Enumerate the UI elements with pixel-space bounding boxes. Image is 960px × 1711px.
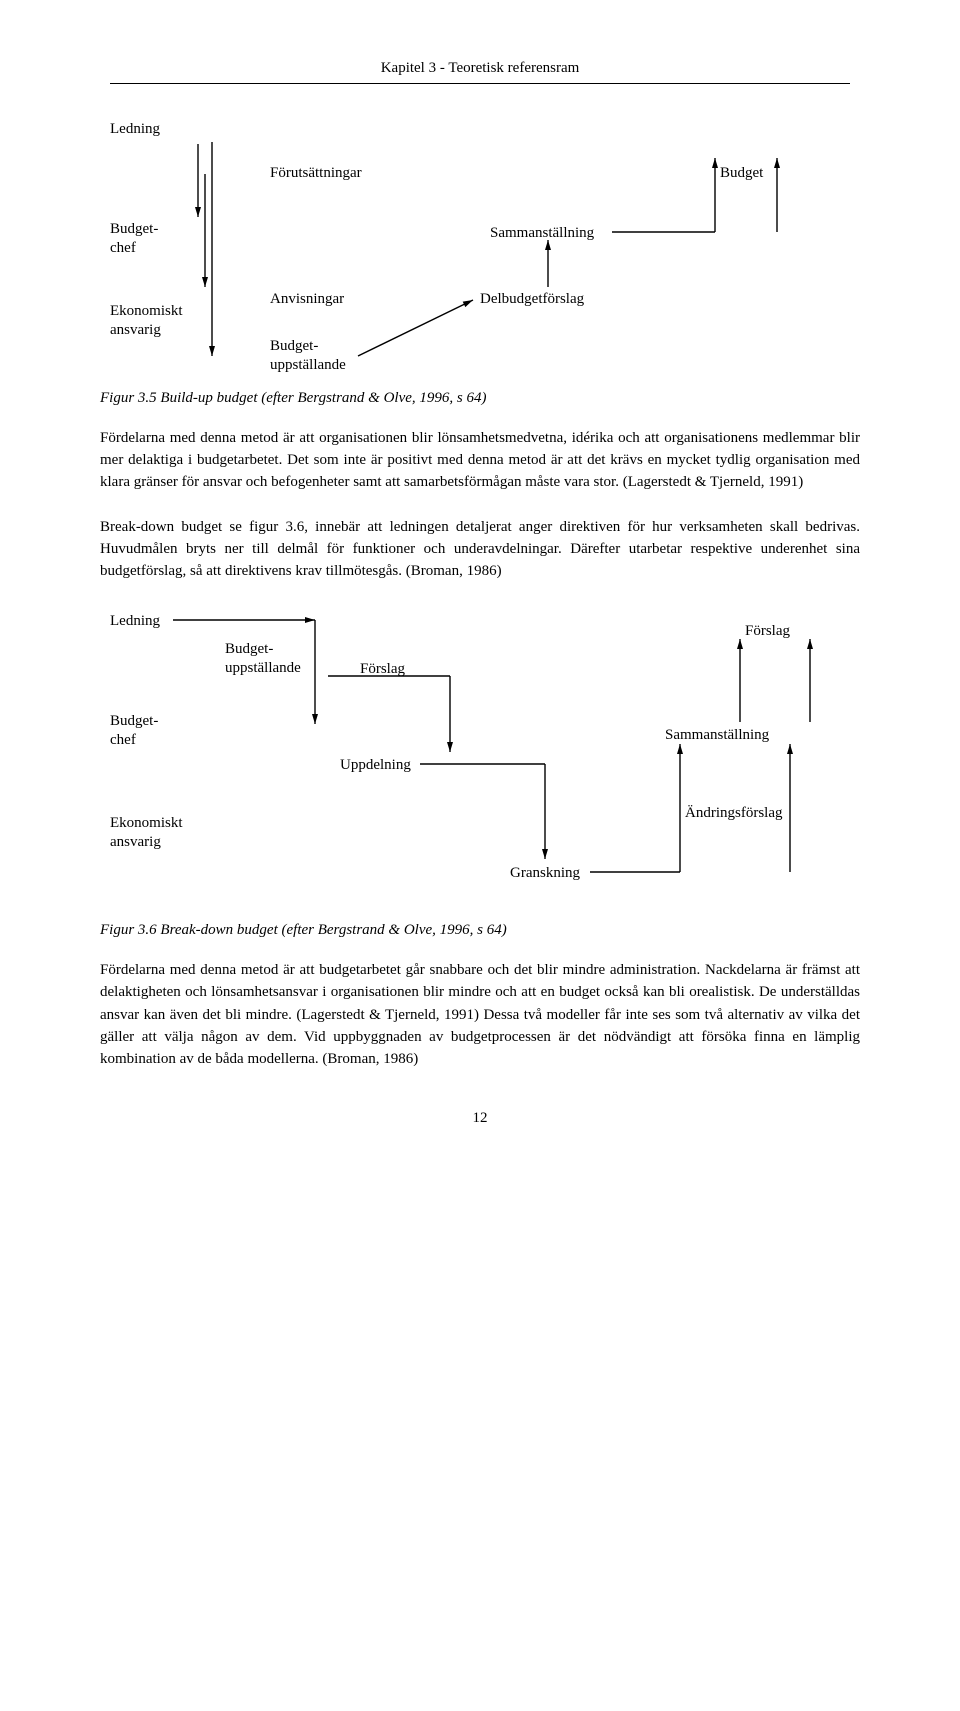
figure-3-5-caption: Figur 3.5 Build-up budget (efter Bergstr… bbox=[100, 390, 860, 407]
diagram-label-ledning: Ledning bbox=[110, 120, 160, 139]
diagram-label-granskning: Granskning bbox=[510, 864, 580, 883]
diagram-label-uppdelning: Uppdelning bbox=[340, 756, 411, 775]
diagram-label-samman: Sammanställning bbox=[665, 726, 769, 745]
diagram-label-forutsattningar: Förutsättningar bbox=[270, 164, 362, 183]
figure-3-6-caption: Figur 3.6 Break-down budget (efter Bergs… bbox=[100, 922, 860, 939]
page-header: Kapitel 3 - Teoretisk referensram bbox=[100, 60, 860, 77]
diagram-label-budget_uppst: Budget- uppställande bbox=[225, 640, 301, 678]
diagram-label-ledning: Ledning bbox=[110, 612, 160, 631]
diagram-label-ekon_ansvarig: Ekonomiskt ansvarig bbox=[110, 302, 183, 340]
diagram-label-budget: Budget bbox=[720, 164, 763, 183]
diagram-label-samman: Sammanställning bbox=[490, 224, 594, 243]
page: Kapitel 3 - Teoretisk referensram Lednin… bbox=[0, 0, 960, 1207]
diagram-label-forslag2: Förslag bbox=[745, 622, 790, 641]
paragraph-3: Fördelarna med denna metod är att budget… bbox=[100, 959, 860, 1070]
diagram-label-forslag1: Förslag bbox=[360, 660, 405, 679]
diagram-label-andring: Ändringsförslag bbox=[685, 804, 783, 823]
figure-3-6-diagram: Ledning Budget- uppställande Förslag Budget… bbox=[110, 604, 850, 904]
diagram-label-delbudget: Delbudgetförslag bbox=[480, 290, 584, 309]
diagram-arrows bbox=[110, 112, 850, 372]
paragraph-2: Break-down budget se figur 3.6, innebär … bbox=[100, 516, 860, 583]
diagram-arrows bbox=[110, 604, 850, 904]
page-header-underline bbox=[110, 83, 850, 84]
page-number: 12 bbox=[100, 1110, 860, 1127]
paragraph-1: Fördelarna med denna metod är att organi… bbox=[100, 427, 860, 494]
diagram-label-budget_chef: Budget- chef bbox=[110, 220, 158, 258]
diagram-label-budget_chef: Budget- chef bbox=[110, 712, 158, 750]
diagram-label-anvisningar: Anvisningar bbox=[270, 290, 344, 309]
diagram-label-budget_uppst: Budget- uppställande bbox=[270, 337, 346, 375]
figure-3-5-diagram: Ledning Förutsättningar Budget Budget- chef… bbox=[110, 112, 850, 372]
diagram-label-ekon_ansvarig: Ekonomiskt ansvarig bbox=[110, 814, 183, 852]
